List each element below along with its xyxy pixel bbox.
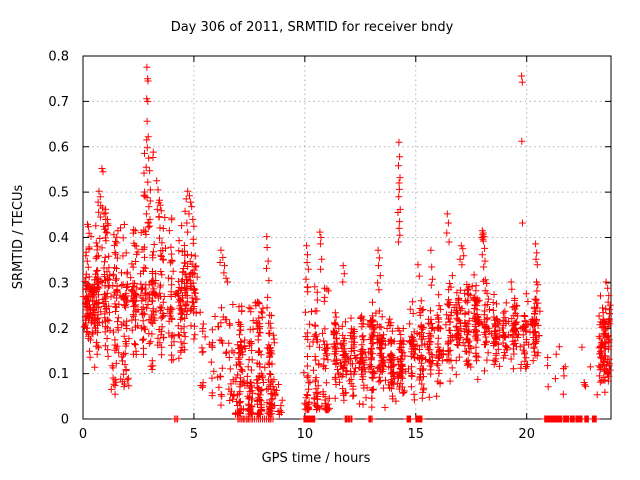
grid-lines (83, 56, 611, 419)
x-tick-label: 20 (518, 427, 535, 442)
x-tick-label: 10 (297, 427, 314, 442)
plot-title: Day 306 of 2011, SRMTID for receiver bnd… (171, 20, 454, 35)
tick-labels: 0 5 10 15 20 0 0.1 0.2 0.3 0.4 0.5 0.6 0.7 0.8 (48, 50, 535, 443)
y-tick-label: 0.3 (48, 276, 69, 291)
x-axis-label: GPS time / hours (262, 451, 371, 466)
y-tick-label: 0.4 (48, 231, 69, 246)
y-tick-label: 0.5 (48, 186, 69, 201)
y-axis-label: SRMTID / TECUs (11, 185, 26, 290)
y-tick-label: 0 (61, 413, 69, 428)
scatter-marker-path (79, 63, 614, 423)
y-tick-label: 0.2 (48, 322, 69, 337)
y-tick-label: 0.7 (48, 95, 69, 110)
scatter-points (79, 63, 614, 423)
y-tick-label: 0.8 (48, 50, 69, 65)
x-tick-label: 15 (407, 427, 424, 442)
y-tick-label: 0.6 (48, 140, 69, 155)
x-tick-label: 5 (190, 427, 198, 442)
y-tick-label: 0.1 (48, 367, 69, 382)
x-tick-label: 0 (79, 427, 87, 442)
